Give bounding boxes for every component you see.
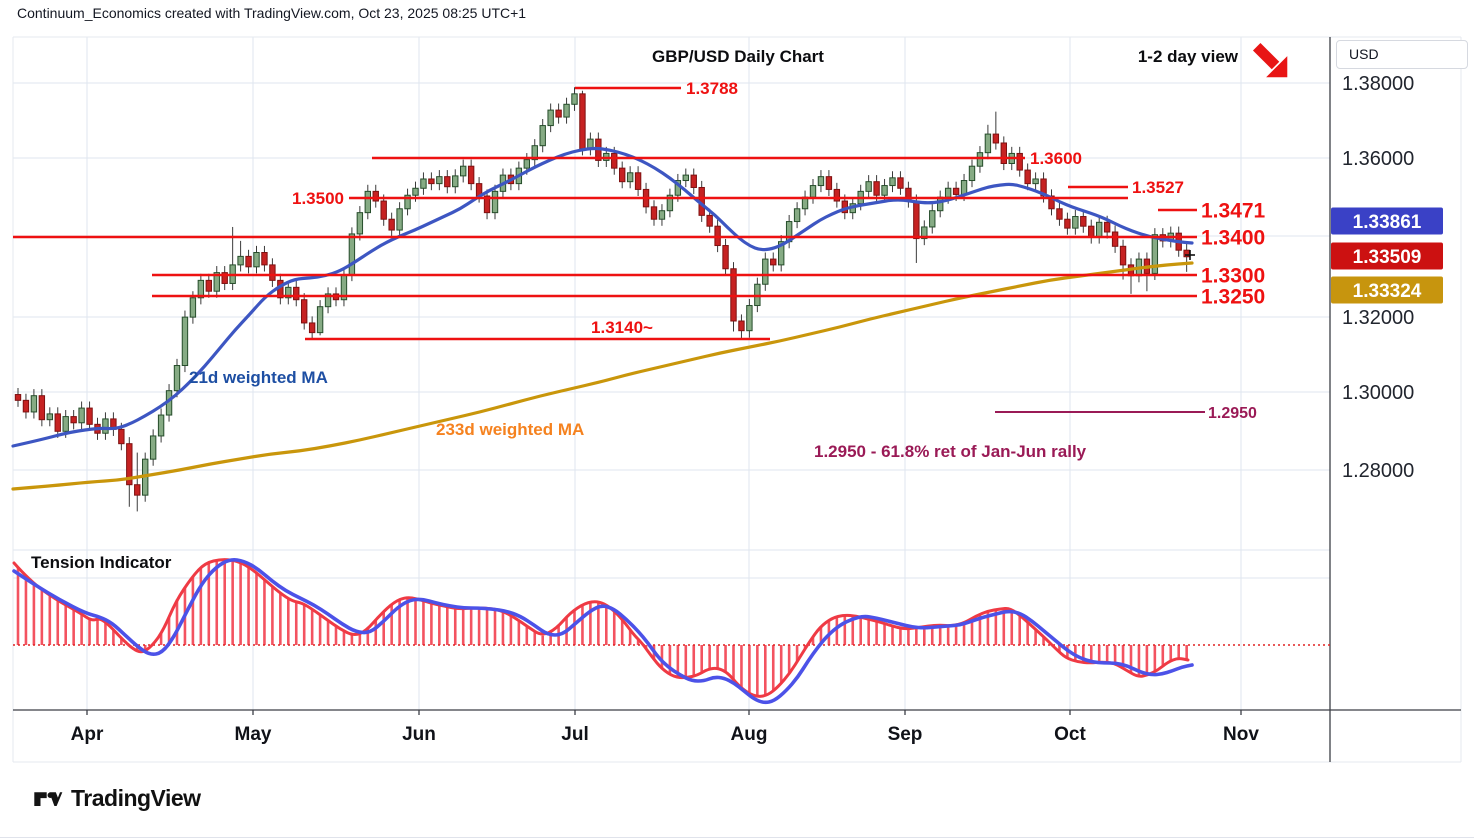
month-label-Sep[interactable]: Sep xyxy=(888,724,923,745)
level-label-1.3500: 1.3500 xyxy=(292,189,344,208)
level-label-1.3300: 1.3300 xyxy=(1201,264,1265,287)
month-label-Nov[interactable]: Nov xyxy=(1223,724,1259,745)
chart-title: GBP/USD Daily Chart xyxy=(652,47,824,66)
month-label-Jul[interactable]: Jul xyxy=(561,724,588,745)
level-label-1.3471: 1.3471 xyxy=(1201,199,1266,222)
price-badge-label: 1.33509 xyxy=(1353,247,1422,268)
price-axis: 1.38000 1.36000 1.32000 1.30000 1.28000 1.338… xyxy=(1331,73,1443,482)
month-label-Aug[interactable]: Aug xyxy=(731,724,768,745)
price-tick-1.32000: 1.32000 xyxy=(1342,307,1414,329)
ma21-label: 21d weighted MA xyxy=(189,368,328,387)
view-horizon-label: 1-2 day view xyxy=(1137,47,1238,66)
down-right-arrow-icon xyxy=(1252,42,1288,78)
price-tick-1.30000: 1.30000 xyxy=(1342,382,1414,404)
fib-level-label: 1.2950 xyxy=(1208,405,1257,422)
ma233-label: 233d weighted MA xyxy=(436,420,585,439)
tension-indicator-label: Tension Indicator xyxy=(31,553,172,572)
level-label-1.3250: 1.3250 xyxy=(1201,285,1265,308)
level-lines: 1.3788 1.3600 1.3527 1.3500 1.3471 1.3400 1.33… xyxy=(13,79,1266,422)
level-label-1.3600: 1.3600 xyxy=(1030,149,1082,168)
price-tick-1.36000: 1.36000 xyxy=(1342,148,1414,170)
moving-averages xyxy=(11,146,1194,491)
time-axis: Apr May Jun Jul Aug Sep Oct Nov xyxy=(71,710,1259,745)
tradingview-logo[interactable]: TradingView xyxy=(33,785,201,812)
level-label-1.3788: 1.3788 xyxy=(686,79,738,98)
tradingview-logo-text: TradingView xyxy=(71,785,201,811)
tradingview-logo-icon xyxy=(34,792,63,806)
month-label-Jun[interactable]: Jun xyxy=(402,724,436,745)
level-label-1.3527: 1.3527 xyxy=(1132,178,1184,197)
month-label-Apr[interactable]: Apr xyxy=(71,724,104,745)
tension-indicator xyxy=(12,558,1330,705)
month-label-May[interactable]: May xyxy=(235,724,272,745)
credit-line: Continuum_Economics created with Trading… xyxy=(17,5,527,21)
price-badge xyxy=(1331,242,1443,270)
candles-layer xyxy=(14,87,1190,512)
level-label-1.3400: 1.3400 xyxy=(1201,226,1265,249)
price-tick-1.28000: 1.28000 xyxy=(1342,460,1414,482)
price-badge-label: 1.33861 xyxy=(1353,212,1422,233)
currency-usd-button[interactable]: USD xyxy=(1336,40,1468,69)
fib-retracement-note: 1.2950 - 61.8% ret of Jan-Jun rally xyxy=(814,442,1087,461)
last-bar-marker xyxy=(1185,250,1195,260)
price-badge-label: 1.33324 xyxy=(1353,281,1422,302)
price-tick-1.38000: 1.38000 xyxy=(1342,73,1414,95)
price-badge xyxy=(1331,207,1443,235)
month-label-Oct[interactable]: Oct xyxy=(1054,724,1086,745)
bottom-divider xyxy=(0,837,1474,838)
price-badge xyxy=(1331,276,1443,304)
plot-borders xyxy=(12,36,1462,763)
level-label-1.3140~: 1.3140~ xyxy=(591,318,653,337)
